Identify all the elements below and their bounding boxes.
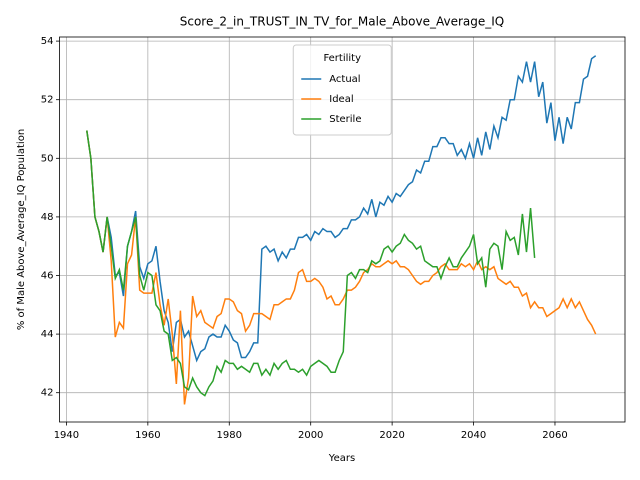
y-tick-label: 54 <box>41 36 54 47</box>
line-series <box>86 130 597 405</box>
y-tick-label: 44 <box>41 329 54 340</box>
legend-label: Ideal <box>329 94 353 105</box>
line-series <box>86 55 597 363</box>
legend-label: Sterile <box>329 114 361 125</box>
legend: Fertility Actual Ideal Sterile <box>292 44 392 136</box>
chart-title: Score_2_in_TRUST_IN_TV_for_Male_Above_Av… <box>180 15 504 29</box>
x-tick-label: 1940 <box>54 430 79 441</box>
x-tick-label: 1960 <box>135 430 160 441</box>
y-tick-label: 42 <box>41 388 54 399</box>
y-tick-label: 50 <box>41 153 54 164</box>
x-axis-label: Years <box>328 453 355 464</box>
y-tick-label: 48 <box>41 212 54 223</box>
x-tick-label: 2000 <box>298 430 323 441</box>
x-tick-label: 2020 <box>379 430 404 441</box>
legend-title: Fertility <box>323 53 361 64</box>
line-series <box>86 130 536 397</box>
y-tick-label: 46 <box>41 271 54 282</box>
y-axis-label: % of Male Above_Average_IQ Population <box>16 129 27 330</box>
x-tick-label: 1980 <box>217 430 242 441</box>
x-tick-label: 2060 <box>542 430 567 441</box>
x-tick-label: 2040 <box>461 430 486 441</box>
legend-box <box>292 44 392 136</box>
y-tick-label: 52 <box>41 95 54 106</box>
plot-frame <box>59 36 626 423</box>
legend-label: Actual <box>329 74 360 85</box>
